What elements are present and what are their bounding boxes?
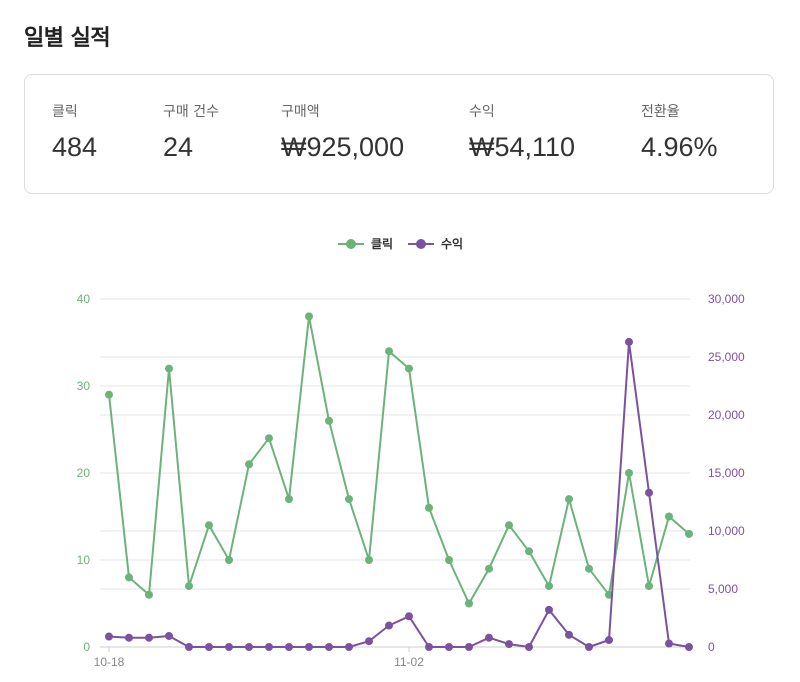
daily-performance-chart: 0 5,000 10,000 15,000 20,000 25,000 30,000 0 10 2… [77,237,745,669]
series-point [645,488,653,497]
series-point [425,643,433,651]
series-point [465,599,473,608]
y-left-tick-label: 10 [77,553,91,567]
series-point [265,643,273,651]
series-point [525,547,533,556]
series-point [585,643,593,651]
series-point [165,364,173,373]
series-point [525,643,533,651]
metric-label: 클릭 [52,104,78,120]
y-right-tick-label: 30,000 [708,292,745,306]
series-point [365,637,373,646]
y-left-tick-label: 20 [77,466,91,480]
metric-value: 4.96% [641,132,718,162]
series-point [245,643,253,651]
series-line [108,315,690,605]
series-point [105,390,113,399]
y-right-tick-label: 25,000 [708,350,745,364]
metric-value: ₩925,000 [281,132,405,162]
legend-marker [346,239,356,249]
series-point [365,556,373,564]
metric-value: 484 [52,132,98,162]
series-point [625,337,633,346]
series-point [665,639,673,648]
legend-label: 수익 [441,237,463,251]
summary-card: 클릭 484 구매 건수 24 구매액 ₩925,000 수익 ₩54,110 … [24,74,774,194]
legend-label: 클릭 [371,237,393,251]
series-point [225,556,233,564]
series-point [685,529,693,538]
series-point [385,621,393,630]
series-point [305,312,313,321]
metric-value: ₩54,110 [469,132,576,162]
series-point [245,460,253,469]
series-point [185,643,193,651]
series-point [325,416,333,425]
series-point [205,643,213,651]
series-point [385,347,393,356]
series-point [105,632,113,641]
x-tick-label: 10-18 [94,655,125,669]
series-point [125,573,133,582]
series-line [108,340,690,648]
series-point [485,633,493,642]
series-point [405,364,413,373]
y-left-tick-label: 0 [83,640,90,654]
series-point [505,640,513,649]
series-point [145,633,153,642]
series-point [545,582,553,591]
series-point [565,630,573,639]
series-point [145,590,153,599]
series-point [405,612,413,621]
series-point [445,643,453,651]
series-point [185,582,193,591]
x-tick-label: 11-02 [394,655,424,669]
page-title: 일별 실적 [24,26,111,51]
y-right-tick-label: 5,000 [708,582,738,596]
metric-label: 구매액 [281,104,320,120]
metric-value: 24 [163,132,194,162]
series-point [425,503,433,512]
series-point [345,495,353,504]
series-point [225,643,233,651]
series-point [125,633,133,642]
series-point [285,495,293,504]
y-right-tick-label: 10,000 [708,524,745,538]
series-point [345,643,353,651]
y-right-tick-label: 20,000 [708,408,745,422]
series-point [625,469,633,477]
y-left-tick-label: 30 [77,379,91,393]
series-point [285,643,293,651]
series-point [585,564,593,573]
y-left-tick-label: 40 [77,292,91,306]
metric-label: 구매 건수 [163,104,219,120]
series-point [485,564,493,573]
series-point [265,434,273,443]
series-point [565,495,573,504]
metric-label: 전환율 [641,104,680,120]
y-right-tick-label: 15,000 [708,466,745,480]
series-point [605,636,613,645]
series-point [645,582,653,591]
series-point [505,521,513,530]
series-point [165,631,173,640]
series-point [305,643,313,651]
series-point [465,643,473,651]
series-point [685,643,693,651]
series-point [325,643,333,651]
series-point [445,556,453,564]
series-point [205,521,213,530]
series-point [545,605,553,614]
series-point [665,512,673,521]
legend-marker [416,239,426,249]
metric-label: 수익 [469,104,495,120]
y-right-tick-label: 0 [708,640,715,654]
